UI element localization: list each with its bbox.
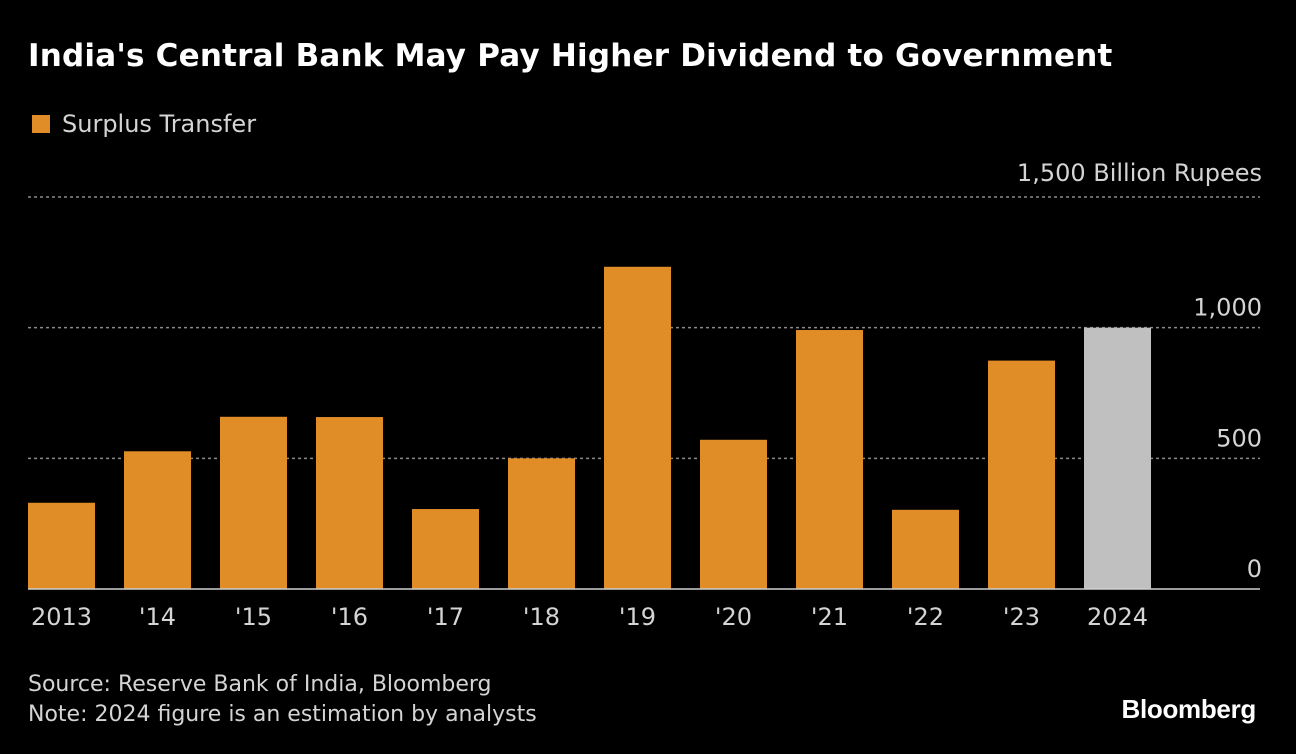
y-tick-label: 0 [1247,555,1262,583]
bar-21 [796,330,863,589]
bar-15 [220,416,287,589]
bloomberg-logo: Bloomberg [1121,694,1256,724]
x-tick-label: '17 [427,603,464,631]
y-tick-label: 1,000 [1193,294,1262,322]
bar-17 [412,509,479,589]
x-tick-label: 2013 [31,603,92,631]
x-tick-label: '19 [619,603,656,631]
x-axis-labels: 2013 '14 '15 '16 '17 '18 '19 '20 '21 '22 '23 2024 [31,603,1148,631]
x-tick-label: '23 [1003,603,1040,631]
bar-chart: 0 500 1,000 2013 '14 '15 '16 '17 '18 '19 '20 '21 '2… [28,159,1262,631]
bars [28,266,1151,589]
x-tick-label: '22 [907,603,944,631]
y-tick-label: 500 [1216,424,1262,452]
x-tick-label: '21 [811,603,848,631]
bar-22 [892,509,959,589]
y-axis-labels: 0 500 1,000 [1193,294,1262,583]
chart-title: India's Central Bank May Pay Higher Divi… [28,38,1113,74]
x-tick-label: '15 [235,603,272,631]
x-tick-label: 2024 [1087,603,1148,631]
x-tick-label: '16 [331,603,368,631]
x-tick-label: '18 [523,603,560,631]
legend: Surplus Transfer [32,108,256,140]
bar-18 [508,458,575,589]
x-tick-label: '14 [139,603,176,631]
footnote: Note: 2024 figure is an estimation by an… [28,702,537,727]
bar-20 [700,439,767,589]
bar-16 [316,417,383,589]
bar-2024 [1084,327,1151,589]
bar-23 [988,360,1055,589]
bar-19 [604,266,671,589]
legend-swatch [32,115,50,133]
source-note: Source: Reserve Bank of India, Bloomberg [28,672,492,697]
bar-14 [124,451,191,589]
y-axis-unit-label: 1,500 Billion Rupees [1017,159,1262,187]
x-tick-label: '20 [715,603,752,631]
legend-label: Surplus Transfer [62,110,257,138]
bar-2013 [28,502,95,589]
